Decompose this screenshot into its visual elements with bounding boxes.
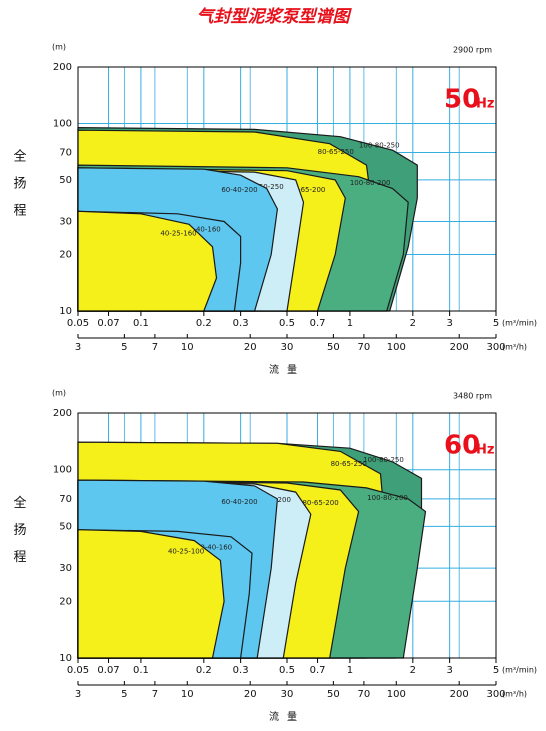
x2-tick-label: 7	[152, 689, 158, 700]
x-axis-title: 流量	[269, 363, 305, 376]
speed: 3480 rpm	[453, 392, 492, 401]
x-unit: (m³/min)	[502, 319, 537, 328]
page-title: 气封型泥浆泵型谱图	[197, 7, 353, 27]
y-tick-label: 200	[53, 408, 72, 419]
frequency: 50	[444, 85, 480, 115]
region-label: 100-80-200	[350, 179, 391, 187]
x2-unit: (m³/h)	[502, 343, 527, 352]
x-tick-label: 0.07	[97, 665, 119, 676]
y-tick-label: 50	[59, 175, 72, 186]
x-tick-label: 0.3	[233, 318, 249, 329]
x-tick-label: 0.2	[196, 318, 212, 329]
x2-tick-label: 70	[358, 689, 371, 700]
x-tick-label: 3	[446, 665, 452, 676]
region-label: 60-40-200	[221, 186, 257, 194]
x2-tick-label: 300	[486, 689, 505, 700]
y-tick-label: 10	[59, 306, 72, 317]
x-tick-label: 0.7	[310, 318, 326, 329]
y-axis-title: 全扬程	[11, 148, 27, 230]
x2-tick-label: 200	[450, 689, 469, 700]
x-tick-label: 0.5	[279, 665, 295, 676]
x-unit: (m³/min)	[502, 666, 537, 675]
x2-tick-label: 70	[358, 342, 371, 353]
frequency: 60	[444, 431, 480, 461]
x2-tick-label: 30	[281, 342, 294, 353]
y-tick-label: 20	[59, 596, 72, 607]
region-label: 50-40-160	[185, 225, 221, 233]
frequency-unit: Hz	[476, 443, 494, 458]
x2-tick-label: 7	[152, 342, 158, 353]
region-label: 100-80-250	[363, 456, 404, 464]
x2-tick-label: 10	[181, 689, 194, 700]
x-tick-label: 0.1	[133, 665, 149, 676]
speed: 2900 rpm	[453, 46, 492, 55]
x-tick-label: 0.5	[279, 318, 295, 329]
region-label: 80-65-200	[289, 186, 325, 194]
y-axis-title: 全扬程	[11, 495, 27, 577]
y-tick-label: 50	[59, 521, 72, 532]
x-tick-label: 0.2	[196, 665, 212, 676]
x-tick-label: 5	[493, 318, 499, 329]
x2-tick-label: 10	[181, 342, 194, 353]
chart: 100-80-25080-65-250100-80-20080-65-20065…	[11, 389, 538, 724]
x2-tick-label: 5	[121, 342, 127, 353]
x-tick-label: 5	[493, 665, 499, 676]
x-tick-label: 1	[347, 318, 353, 329]
x2-tick-label: 300	[486, 342, 505, 353]
x2-tick-label: 50	[327, 689, 340, 700]
x-tick-label: 0.3	[233, 665, 249, 676]
x-tick-label: 0.05	[67, 318, 89, 329]
region-label: 40-25-160	[160, 229, 196, 237]
y-tick-label: 100	[53, 118, 72, 129]
region-label: 80-65-250	[331, 460, 367, 468]
x-tick-label: 0.07	[97, 318, 119, 329]
x2-unit: (m³/h)	[502, 690, 527, 699]
x2-tick-label: 20	[244, 689, 257, 700]
region-label: 50-40-160	[196, 544, 232, 552]
x2-tick-label: 5	[121, 689, 127, 700]
y-tick-label: 200	[53, 62, 72, 73]
x-tick-label: 0.1	[133, 318, 149, 329]
region-label: 100-80-250	[359, 142, 400, 150]
x2-tick-label: 50	[327, 342, 340, 353]
y-tick-label: 70	[59, 494, 72, 505]
x2-tick-label: 3	[75, 342, 81, 353]
x2-tick-label: 100	[387, 342, 406, 353]
x2-tick-label: 200	[450, 342, 469, 353]
x-tick-label: 1	[347, 665, 353, 676]
x2-tick-label: 3	[75, 689, 81, 700]
x2-tick-label: 30	[281, 689, 294, 700]
x-axis-title: 流量	[269, 710, 305, 723]
y-tick-label: 100	[53, 465, 72, 476]
x2-tick-label: 20	[244, 342, 257, 353]
x-tick-label: 0.05	[67, 665, 89, 676]
x-tick-label: 0.7	[310, 665, 326, 676]
y-unit: (m)	[52, 389, 66, 398]
y-tick-label: 30	[59, 563, 72, 574]
chart: 100-80-25080-65-250100-80-20080-65-20065…	[11, 43, 538, 377]
x-tick-label: 2	[410, 318, 416, 329]
region-label: 80-65-200	[302, 499, 338, 507]
region-label: 100-80-200	[367, 494, 408, 502]
region-label: 80-65-250	[318, 148, 354, 156]
y-tick-label: 20	[59, 250, 72, 261]
region-label: 40-25-100	[168, 548, 204, 556]
x-tick-label: 3	[446, 318, 452, 329]
region-label: 60-40-200	[221, 498, 257, 506]
x-tick-label: 2	[410, 665, 416, 676]
y-unit: (m)	[52, 43, 66, 52]
y-tick-label: 30	[59, 217, 72, 228]
y-tick-label: 10	[59, 653, 72, 664]
x2-tick-label: 100	[387, 689, 406, 700]
y-tick-label: 70	[59, 148, 72, 159]
frequency-unit: Hz	[476, 97, 494, 112]
